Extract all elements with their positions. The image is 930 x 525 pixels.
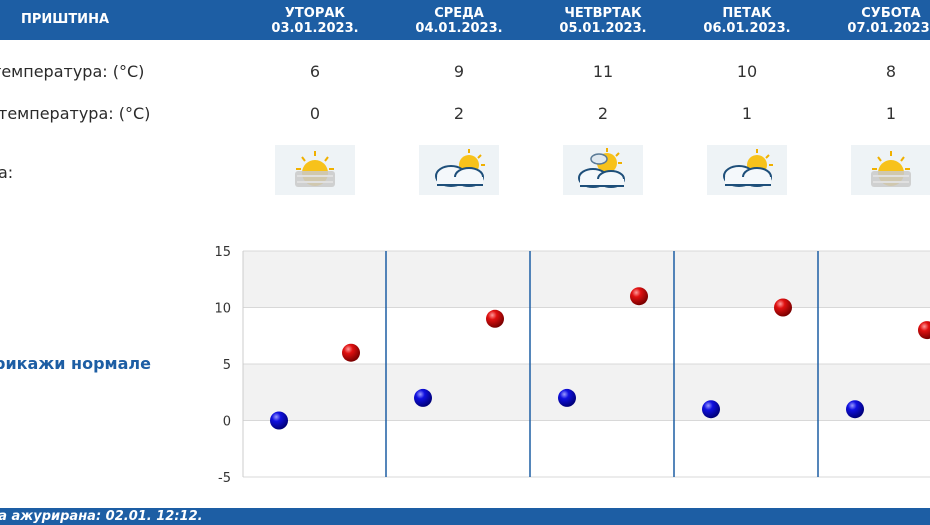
max-temp-marker	[630, 287, 648, 306]
grid-band	[243, 251, 930, 308]
day-date: 07.01.2023.	[847, 21, 930, 36]
city-name: ПРИШТИНА	[20, 12, 110, 27]
day-header-3: ЧЕТВРТАК 05.01.2023.	[538, 6, 668, 36]
forecast-header: ПРИШТИНА УТОРАК 03.01.2023. СРЕДА 04.01.…	[0, 0, 930, 40]
min-temp-marker	[270, 411, 288, 430]
day-name: УТОРАК	[284, 6, 346, 21]
y-tick-label: 15	[214, 245, 231, 260]
day-date: 03.01.2023.	[271, 21, 359, 36]
min-temp-label: температура: (°C)	[0, 104, 151, 123]
max-temp-value: 10	[736, 62, 758, 81]
day-header-2: СРЕДА 04.01.2023.	[394, 6, 524, 36]
max-temp-marker	[774, 298, 792, 317]
day-date: 05.01.2023.	[559, 21, 647, 36]
min-temp-value: 1	[741, 104, 753, 123]
sun-behind-haze-icon	[851, 145, 930, 195]
min-temp-marker	[558, 388, 576, 407]
day-date: 06.01.2023.	[703, 21, 791, 36]
min-temp-value: 2	[453, 104, 465, 123]
max-temp-label: температура: (°C)	[0, 62, 145, 81]
max-temp-value: 8	[885, 62, 897, 81]
day-name: СУБОТА	[861, 6, 921, 21]
partly-cloudy-icon	[707, 145, 787, 195]
temperature-chart: 15 10 5 0 -5	[214, 245, 930, 486]
y-tick-label: 0	[223, 415, 231, 430]
min-temp-value: 2	[597, 104, 609, 123]
max-temp-value: 6	[309, 62, 321, 81]
min-temp-marker	[846, 400, 864, 419]
min-temp-marker	[702, 400, 720, 419]
day-name: СРЕДА	[434, 6, 484, 21]
min-temp-marker	[414, 388, 432, 407]
weather-label: а:	[0, 163, 14, 182]
max-temp-value: 11	[592, 62, 614, 81]
max-temp-marker	[342, 343, 360, 362]
day-name: ПЕТАК	[722, 6, 772, 21]
max-temp-marker	[918, 321, 930, 340]
footer-bar: ва ажурирана: 02.01. 12:12.	[0, 508, 930, 525]
day-header-5: СУБОТА 07.01.2023.	[826, 6, 930, 36]
y-tick-label: -5	[218, 471, 231, 486]
day-header-1: УТОРАК 03.01.2023.	[250, 6, 380, 36]
y-tick-label: 5	[223, 358, 231, 373]
day-name: ЧЕТВРТАК	[564, 6, 642, 21]
min-temp-value: 0	[309, 104, 321, 123]
day-date: 04.01.2023.	[415, 21, 503, 36]
show-normals-link[interactable]: рикажи нормале	[0, 354, 151, 373]
grid-band	[243, 364, 930, 421]
min-temp-value: 1	[885, 104, 897, 123]
partly-cloudy-icon	[419, 145, 499, 195]
last-updated-text: ва ажурирана: 02.01. 12:12.	[0, 509, 203, 524]
max-temp-marker	[486, 309, 504, 328]
sun-behind-clouds-icon	[563, 145, 643, 195]
day-header-4: ПЕТАК 06.01.2023.	[682, 6, 812, 36]
max-temp-value: 9	[453, 62, 465, 81]
y-tick-label: 10	[214, 302, 231, 317]
sun-behind-haze-icon	[275, 145, 355, 195]
